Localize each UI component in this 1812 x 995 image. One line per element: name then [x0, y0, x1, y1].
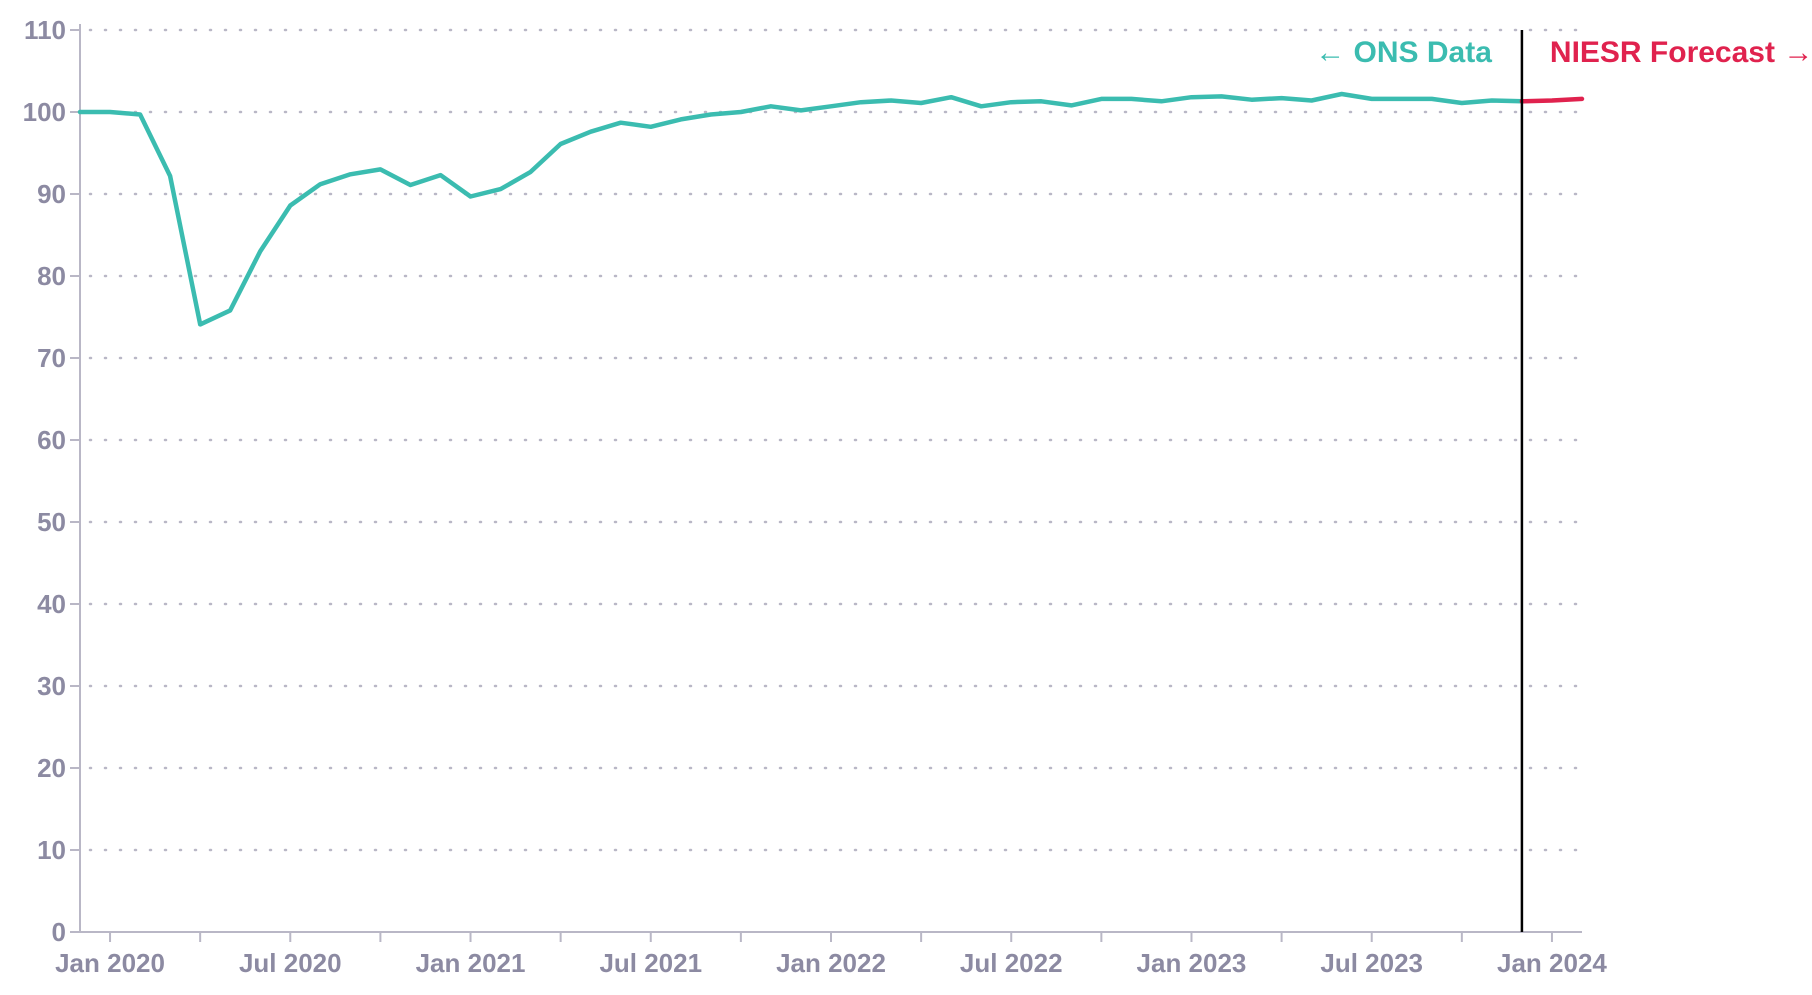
y-tick-label: 50 — [37, 507, 66, 537]
y-tick-label: 110 — [24, 15, 66, 45]
x-tick-label: Jul 2020 — [239, 948, 342, 978]
y-tick-label: 30 — [37, 671, 66, 701]
x-tick-label: Jan 2024 — [1497, 948, 1607, 978]
y-tick-label: 80 — [37, 261, 66, 291]
ons-series-line — [77, 91, 1525, 327]
gridlines — [88, 28, 1584, 852]
x-tick-label: Jul 2021 — [599, 948, 702, 978]
x-tick-label: Jan 2021 — [416, 948, 526, 978]
series-lines — [77, 91, 1585, 327]
forecast-series-line — [1519, 96, 1585, 104]
y-tick-label: 20 — [37, 753, 66, 783]
y-tick-label: 40 — [37, 589, 66, 619]
labels: 0 10 20 30 40 50 60 70 80 90 100 110 Jan 2020 Jul 202… — [23, 15, 1812, 978]
y-tick-label: 10 — [37, 835, 66, 865]
x-tick-label: Jan 2023 — [1137, 948, 1247, 978]
y-tick-label: 70 — [37, 343, 66, 373]
ons-data-annotation: ← ONS Data — [1315, 36, 1492, 69]
y-tick-label: 90 — [37, 179, 66, 209]
y-tick-label: 100 — [23, 97, 66, 127]
y-tick-label: 0 — [52, 917, 66, 947]
niesr-forecast-annotation: NIESR Forecast → — [1550, 36, 1812, 69]
y-tick-label: 60 — [37, 425, 66, 455]
axes — [70, 24, 1582, 942]
x-tick-label: Jul 2023 — [1320, 948, 1423, 978]
x-tick-label: Jul 2022 — [960, 948, 1063, 978]
x-tick-label: Jan 2022 — [776, 948, 886, 978]
x-tick-label: Jan 2020 — [55, 948, 165, 978]
